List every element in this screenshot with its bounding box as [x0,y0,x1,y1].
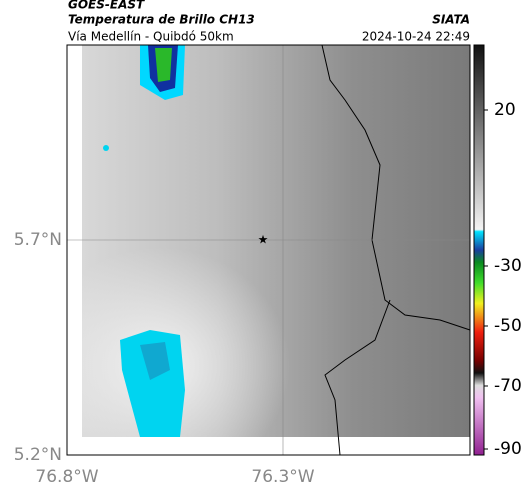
map-area: ★ [66,44,471,456]
colorbar-label: -90 [494,439,522,459]
colorbar-label: -30 [494,256,522,276]
colorbar-label: 20 [494,100,516,120]
title: GOES-EAST [68,0,145,12]
timestamp: 2024-10-24 22:49 [362,30,470,44]
border [321,44,471,456]
x-label: 76.8°W [35,467,98,487]
colorbar-label: -70 [494,376,522,396]
colorbar: 20 -30 -50 -70 -90 [473,44,522,459]
warm-area [82,200,342,437]
colorbar-label: -50 [494,316,522,336]
source: SIATA [432,13,470,27]
map-frame [66,44,471,456]
cloud-core [155,48,172,82]
colorbar-scale [473,44,485,456]
subtitle: Temperatura de Brillo CH13 [68,13,255,27]
x-label: 76.3°W [251,467,314,487]
route: Vía Medellín - Quibdó 50km [68,30,234,44]
cloud-bottom [120,330,185,437]
cloud-spot [103,145,109,151]
y-label: 5.2°N [14,445,62,465]
cloud-core [140,342,170,380]
location-star: ★ [258,233,269,247]
y-label: 5.7°N [14,230,62,250]
